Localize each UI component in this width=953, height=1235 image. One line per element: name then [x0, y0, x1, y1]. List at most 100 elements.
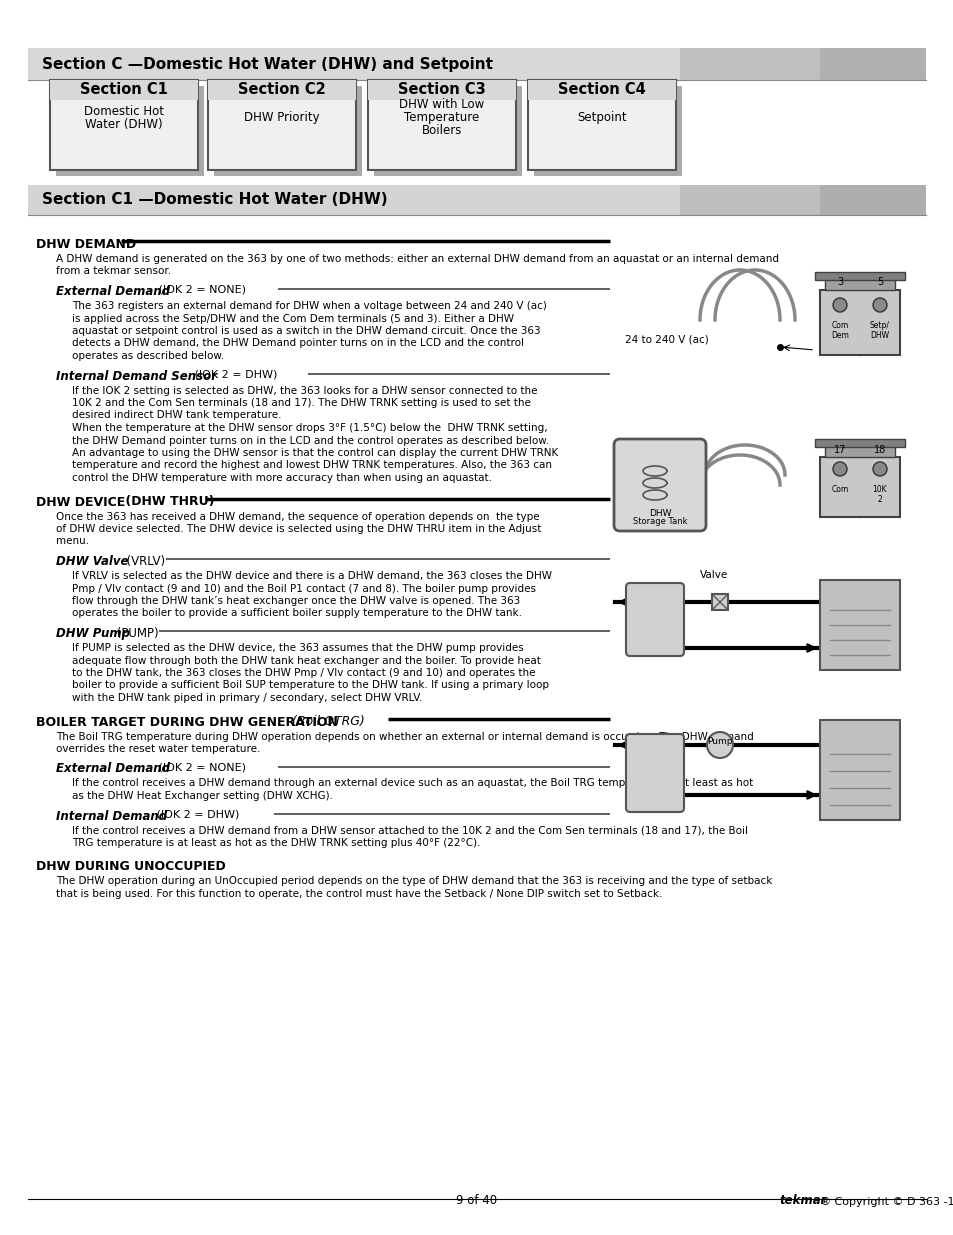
Bar — [820, 48, 925, 80]
Text: Boilers: Boilers — [421, 125, 461, 137]
Text: Com: Com — [830, 484, 848, 494]
Text: Water (DHW): Water (DHW) — [85, 119, 163, 131]
Text: (Boil OTRG): (Boil OTRG) — [288, 715, 364, 729]
Text: If the control receives a DHW demand through an external device such as an aquas: If the control receives a DHW demand thr… — [71, 778, 753, 788]
Text: aquastat or setpoint control is used as a switch in the DHW demand circuit. Once: aquastat or setpoint control is used as … — [71, 326, 540, 336]
Text: control the DHW temperature with more accuracy than when using an aquastat.: control the DHW temperature with more ac… — [71, 473, 492, 483]
Bar — [820, 720, 899, 820]
Bar — [814, 438, 904, 447]
Text: Pmp / Vlv contact (9 and 10) and the Boil P1 contact (7 and 8). The boiler pump : Pmp / Vlv contact (9 and 10) and the Boi… — [71, 583, 536, 594]
Text: 2: 2 — [877, 494, 882, 504]
FancyBboxPatch shape — [625, 583, 683, 656]
Text: (IOK 2 = NONE): (IOK 2 = NONE) — [154, 762, 246, 773]
Text: is applied across the Setp/DHW and the Com Dem terminals (5 and 3). Either a DHW: is applied across the Setp/DHW and the C… — [71, 314, 514, 324]
Text: 9 of 40: 9 of 40 — [456, 1194, 497, 1207]
Text: with the DHW tank piped in primary / secondary, select DHW VRLV.: with the DHW tank piped in primary / sec… — [71, 693, 422, 703]
Bar — [374, 86, 521, 177]
Bar — [679, 185, 925, 215]
Text: detects a DHW demand, the DHW Demand pointer turns on in the LCD and the control: detects a DHW demand, the DHW Demand poi… — [71, 338, 523, 348]
Bar — [50, 80, 198, 100]
Bar — [824, 275, 894, 290]
Bar — [820, 290, 899, 354]
Text: Aquastat: Aquastat — [824, 345, 871, 354]
Text: An advantage to using the DHW sensor is that the control can display the current: An advantage to using the DHW sensor is … — [71, 448, 558, 458]
Text: Domestic Hot: Domestic Hot — [84, 105, 164, 119]
Text: DHW Priority: DHW Priority — [244, 111, 319, 125]
Text: to the DHW tank, the 363 closes the DHW Pmp / Vlv contact (9 and 10) and operate: to the DHW tank, the 363 closes the DHW … — [71, 668, 535, 678]
Text: (IOK 2 = DHW): (IOK 2 = DHW) — [152, 809, 239, 820]
Circle shape — [872, 462, 886, 475]
Text: Storage Tank: Storage Tank — [632, 516, 686, 526]
Circle shape — [872, 298, 886, 312]
Text: Section C4: Section C4 — [558, 83, 645, 98]
Text: If the control receives a DHW demand from a DHW sensor attached to the 10K 2 and: If the control receives a DHW demand fro… — [71, 825, 747, 836]
Bar — [56, 86, 204, 177]
Text: of DHW device selected. The DHW device is selected using the DHW THRU item in th: of DHW device selected. The DHW device i… — [56, 524, 540, 534]
Circle shape — [832, 298, 846, 312]
Text: 18: 18 — [873, 445, 885, 454]
Text: adequate flow through both the DHW tank heat exchanger and the boiler. To provid: adequate flow through both the DHW tank … — [71, 656, 540, 666]
Text: DHW DEVICE: DHW DEVICE — [36, 495, 125, 509]
Text: (IOK 2 = NONE): (IOK 2 = NONE) — [154, 285, 246, 295]
Text: DHW Valve: DHW Valve — [56, 555, 129, 568]
Text: (IOK 2 = DHW): (IOK 2 = DHW) — [191, 369, 277, 379]
Text: 10K: 10K — [872, 484, 886, 494]
Text: 3: 3 — [836, 277, 842, 287]
Text: (DHW THRU): (DHW THRU) — [121, 495, 214, 509]
Text: as the DHW Heat Exchanger setting (DHW XCHG).: as the DHW Heat Exchanger setting (DHW X… — [71, 790, 333, 802]
Text: TRG temperature is at least as hot as the DHW TRNK setting plus 40°F (22°C).: TRG temperature is at least as hot as th… — [71, 839, 480, 848]
Bar — [527, 80, 676, 170]
Bar — [208, 80, 355, 100]
Text: operates the boiler to provide a sufficient boiler supply temperature to the DHW: operates the boiler to provide a suffici… — [71, 609, 521, 619]
Text: If PUMP is selected as the DHW device, the 363 assumes that the DHW pump provide: If PUMP is selected as the DHW device, t… — [71, 643, 523, 653]
Text: DHW: DHW — [869, 331, 888, 340]
Text: Section C —Domestic Hot Water (DHW) and Setpoint: Section C —Domestic Hot Water (DHW) and … — [42, 57, 493, 72]
Text: Section C1: Section C1 — [80, 83, 168, 98]
Text: DHW: DHW — [648, 509, 671, 517]
Text: temperature and record the highest and lowest DHW TRNK temperatures. Also, the 3: temperature and record the highest and l… — [71, 461, 552, 471]
Text: If the IOK 2 setting is selected as DHW, the 363 looks for a DHW sensor connecte: If the IOK 2 setting is selected as DHW,… — [71, 385, 537, 395]
FancyBboxPatch shape — [625, 734, 683, 811]
Text: DHW DEMAND: DHW DEMAND — [36, 238, 136, 251]
Text: Valve: Valve — [700, 571, 727, 580]
Text: Internal Demand: Internal Demand — [56, 809, 167, 823]
Text: operates as described below.: operates as described below. — [71, 351, 224, 361]
Bar — [208, 80, 355, 170]
Bar — [711, 594, 727, 610]
Bar — [820, 580, 899, 671]
Text: Section C3: Section C3 — [397, 83, 485, 98]
Text: BOILER TARGET DURING DHW GENERATION: BOILER TARGET DURING DHW GENERATION — [36, 715, 337, 729]
Circle shape — [706, 732, 732, 758]
Text: tekmar: tekmar — [780, 1194, 826, 1207]
Text: Com: Com — [830, 321, 848, 330]
Text: Section C1 —Domestic Hot Water (DHW): Section C1 —Domestic Hot Water (DHW) — [42, 193, 387, 207]
Text: boiler to provide a sufficient Boil SUP temperature to the DHW tank. If using a : boiler to provide a sufficient Boil SUP … — [71, 680, 548, 690]
Text: Section C2: Section C2 — [238, 83, 326, 98]
Bar — [527, 80, 676, 100]
Text: the DHW Demand pointer turns on in the LCD and the control operates as described: the DHW Demand pointer turns on in the L… — [71, 436, 549, 446]
Text: The DHW operation during an UnOccupied period depends on the type of DHW demand : The DHW operation during an UnOccupied p… — [56, 877, 772, 887]
Circle shape — [832, 462, 846, 475]
Text: DHW DURING UNOCCUPIED: DHW DURING UNOCCUPIED — [36, 861, 226, 873]
Text: Dem: Dem — [830, 331, 848, 340]
Bar — [534, 86, 681, 177]
Text: External Demand: External Demand — [56, 762, 170, 776]
Text: (VRLV): (VRLV) — [119, 555, 165, 568]
Bar — [814, 272, 904, 280]
Text: 10K 2 and the Com Sen terminals (18 and 17). The DHW TRNK setting is used to set: 10K 2 and the Com Sen terminals (18 and … — [71, 398, 530, 408]
Bar — [368, 80, 516, 170]
Bar — [368, 80, 516, 100]
Text: overrides the reset water temperature.: overrides the reset water temperature. — [56, 743, 260, 755]
Text: Once the 363 has received a DHW demand, the sequence of operation depends on  th: Once the 363 has received a DHW demand, … — [56, 511, 539, 521]
Text: flow through the DHW tank’s heat exchanger once the DHW valve is opened. The 363: flow through the DHW tank’s heat exchang… — [71, 597, 519, 606]
Text: Internal Demand Sensor: Internal Demand Sensor — [56, 369, 216, 383]
Text: The 363 registers an external demand for DHW when a voltage between 24 and 240 V: The 363 registers an external demand for… — [71, 301, 546, 311]
Text: Setpoint: Setpoint — [577, 111, 626, 125]
Text: Pump: Pump — [706, 736, 732, 746]
Text: DHW Pump: DHW Pump — [56, 627, 130, 640]
Text: When the temperature at the DHW sensor drops 3°F (1.5°C) below the  DHW TRNK set: When the temperature at the DHW sensor d… — [71, 424, 547, 433]
Bar — [679, 48, 925, 80]
Text: DHW with Low: DHW with Low — [399, 99, 484, 111]
Text: If VRLV is selected as the DHW device and there is a DHW demand, the 363 closes : If VRLV is selected as the DHW device an… — [71, 571, 552, 580]
Text: Setp/: Setp/ — [869, 321, 889, 330]
